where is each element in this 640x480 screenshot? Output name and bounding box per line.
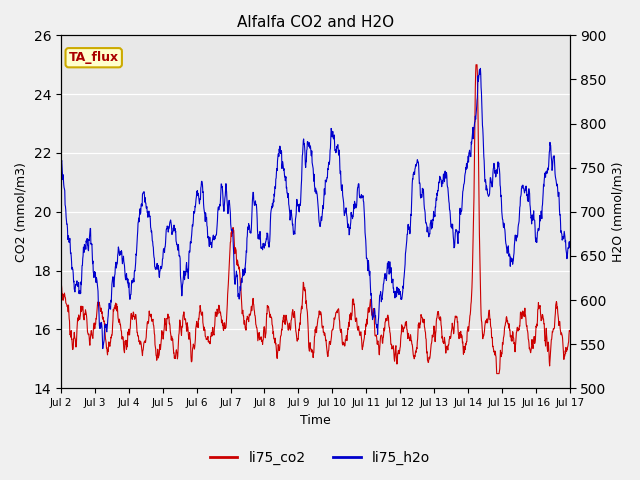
li75_co2 [273, 353, 281, 359]
li75_h2o [477, 65, 484, 71]
li75_co2 [97, 309, 104, 314]
li75_h2o [293, 196, 301, 202]
Line: li75_co2: li75_co2 [61, 65, 570, 373]
li75_h2o [566, 244, 573, 250]
li75_h2o [118, 248, 125, 253]
li75_h2o [347, 219, 355, 225]
li75_co2 [347, 311, 355, 317]
Text: TA_flux: TA_flux [68, 51, 119, 64]
Title: Alfalfa CO2 and H2O: Alfalfa CO2 and H2O [237, 15, 394, 30]
X-axis label: Time: Time [300, 414, 331, 427]
li75_h2o [273, 168, 281, 173]
li75_h2o [99, 346, 107, 351]
li75_h2o [97, 320, 104, 326]
Y-axis label: H2O (mmol/m3): H2O (mmol/m3) [612, 162, 625, 262]
li75_co2 [292, 333, 300, 339]
li75_co2 [117, 328, 125, 334]
li75_co2 [284, 320, 291, 326]
Line: li75_h2o: li75_h2o [61, 68, 570, 348]
li75_co2 [472, 62, 480, 68]
Legend: li75_co2, li75_h2o: li75_co2, li75_h2o [204, 445, 436, 471]
li75_co2 [493, 371, 500, 376]
li75_h2o [57, 164, 65, 169]
Y-axis label: CO2 (mmol/m3): CO2 (mmol/m3) [15, 162, 28, 262]
li75_co2 [566, 328, 573, 334]
li75_co2 [57, 282, 65, 288]
li75_h2o [284, 195, 292, 201]
